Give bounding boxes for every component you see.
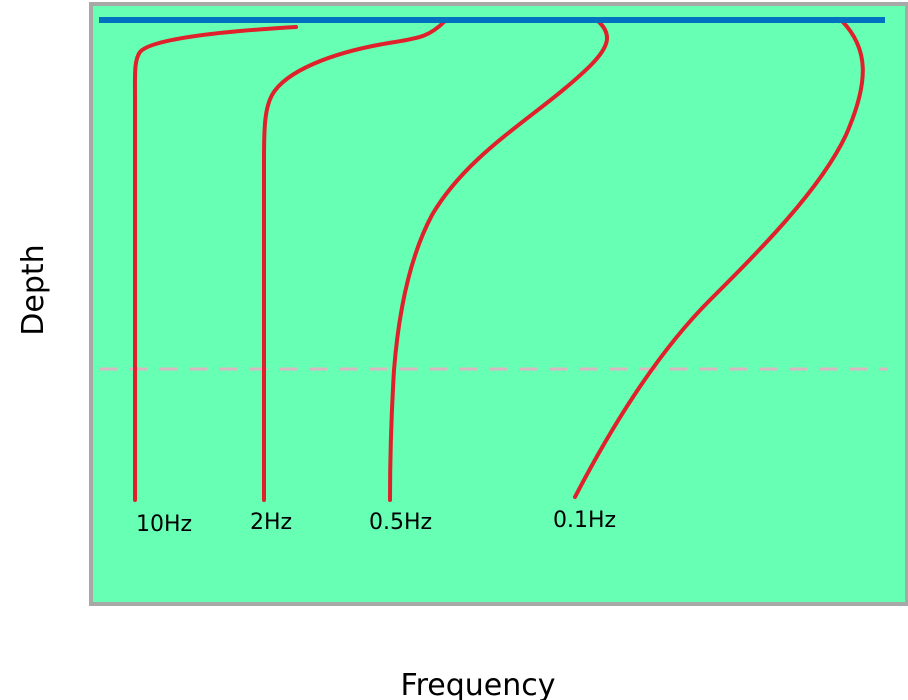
curve-2hz xyxy=(262,19,447,502)
curve-label-05hz: 0.5Hz xyxy=(369,510,432,535)
curve-01hz xyxy=(573,19,865,499)
curve-label-10hz: 10Hz xyxy=(136,512,192,537)
curve-10hz xyxy=(132,25,298,502)
x-axis-label: Frequency xyxy=(401,668,556,700)
curve-label-01hz: 0.1Hz xyxy=(553,508,616,533)
curve-label-2hz: 2Hz xyxy=(250,510,292,535)
y-axis-label: Depth xyxy=(16,244,51,335)
curve-05hz xyxy=(388,19,609,502)
diagram-panel xyxy=(89,2,908,606)
